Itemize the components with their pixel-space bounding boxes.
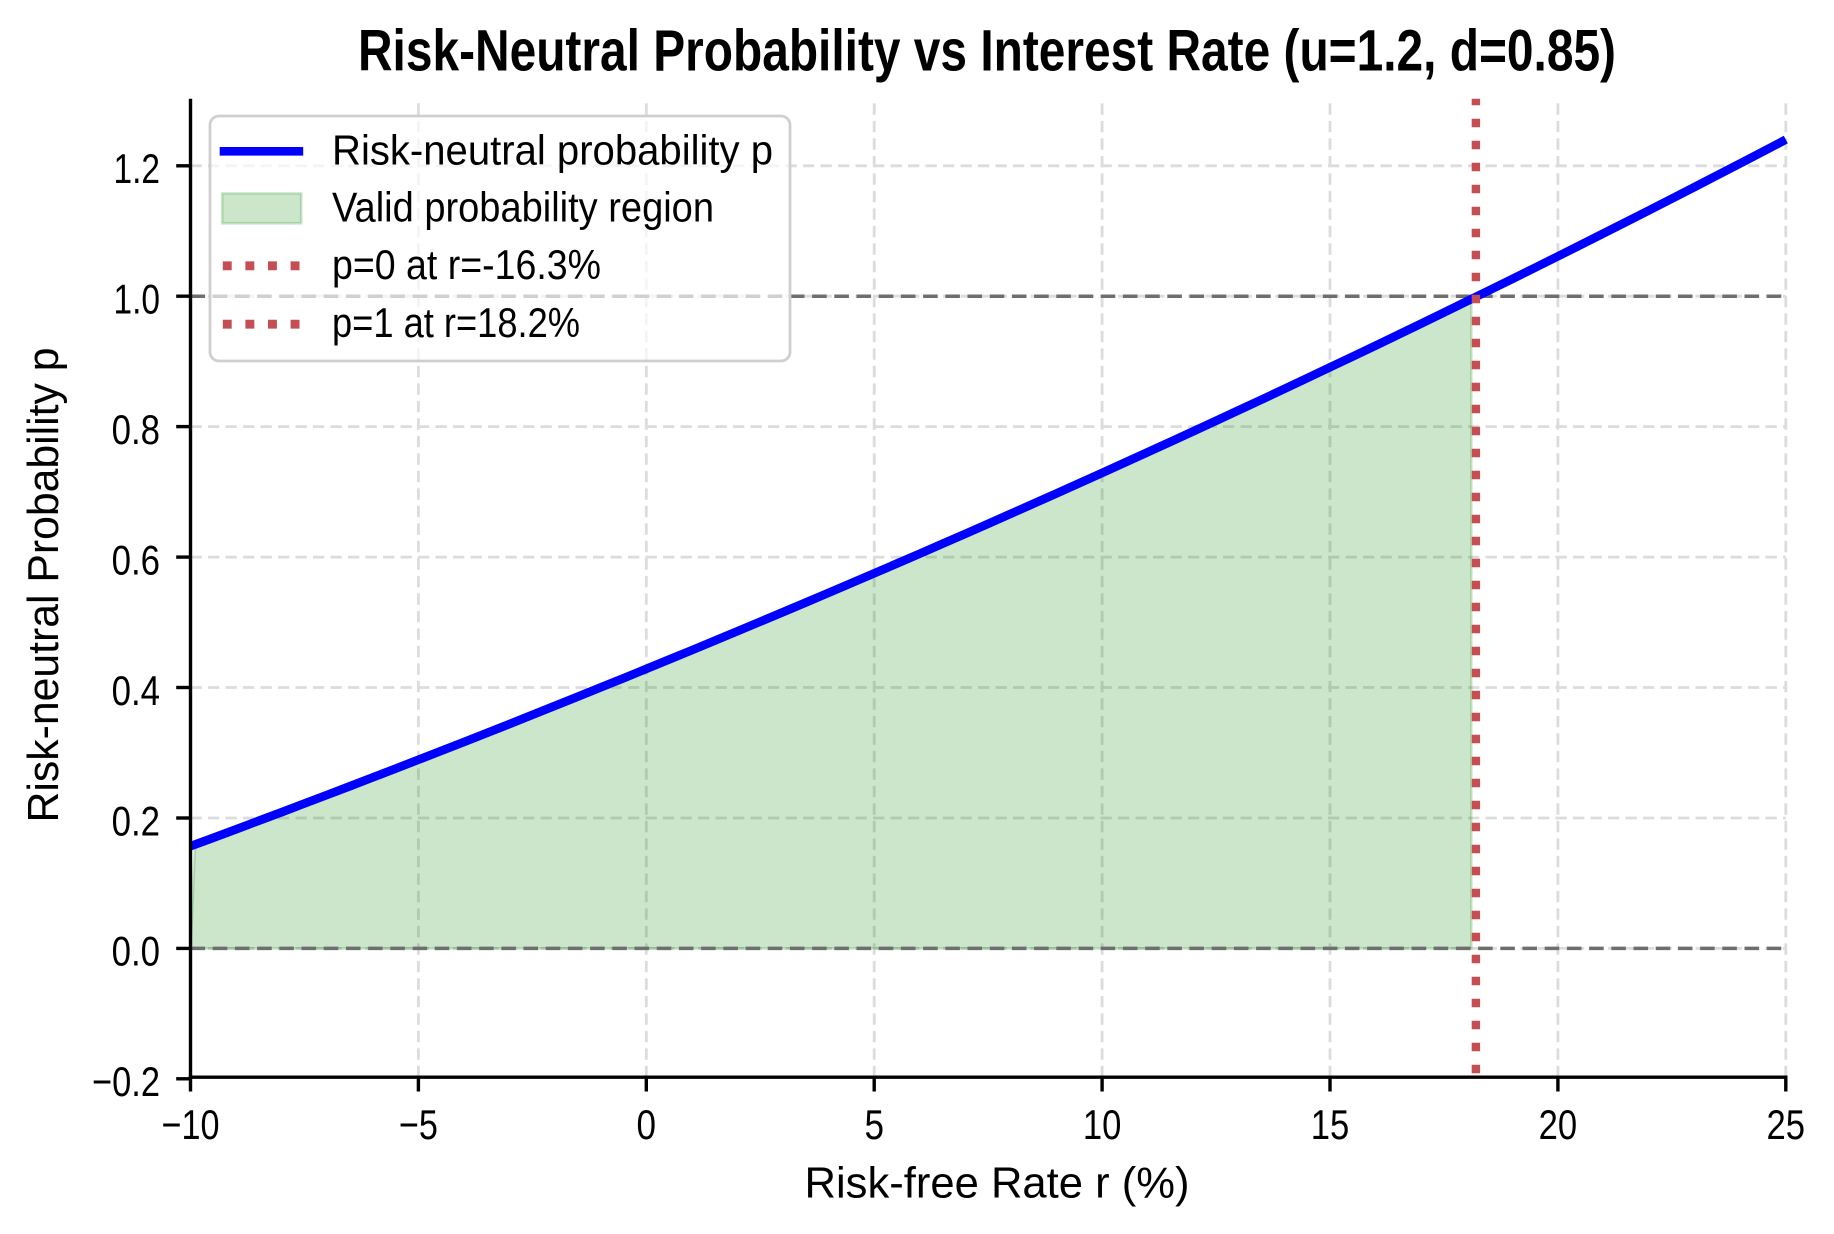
svg-text:Valid probability region: Valid probability region	[332, 183, 714, 230]
svg-text:25: 25	[1767, 1101, 1806, 1148]
svg-text:15: 15	[1311, 1101, 1350, 1148]
svg-text:p=1 at r=18.2%: p=1 at r=18.2%	[332, 299, 580, 346]
svg-text:0: 0	[637, 1101, 657, 1148]
svg-text:Risk-neutral probability p: Risk-neutral probability p	[332, 126, 773, 173]
svg-text:1.0: 1.0	[114, 276, 161, 323]
svg-text:Risk-neutral Probability p: Risk-neutral Probability p	[19, 348, 68, 823]
svg-text:0.0: 0.0	[112, 928, 160, 975]
svg-text:−0.2: −0.2	[92, 1058, 160, 1105]
svg-text:0.6: 0.6	[112, 536, 160, 583]
svg-text:5: 5	[864, 1101, 884, 1148]
svg-text:−10: −10	[162, 1101, 220, 1148]
svg-text:p=0 at r=-16.3%: p=0 at r=-16.3%	[332, 241, 601, 288]
svg-text:10: 10	[1083, 1101, 1122, 1148]
svg-text:−5: −5	[399, 1101, 438, 1148]
svg-text:Risk-Neutral Probability vs In: Risk-Neutral Probability vs Interest Rat…	[358, 19, 1616, 84]
svg-text:0.4: 0.4	[112, 667, 160, 714]
svg-text:20: 20	[1539, 1101, 1578, 1148]
svg-text:Risk-free Rate r (%): Risk-free Rate r (%)	[805, 1159, 1190, 1208]
svg-text:0.8: 0.8	[112, 406, 160, 453]
svg-text:0.2: 0.2	[112, 797, 160, 844]
svg-text:1.2: 1.2	[114, 145, 161, 192]
